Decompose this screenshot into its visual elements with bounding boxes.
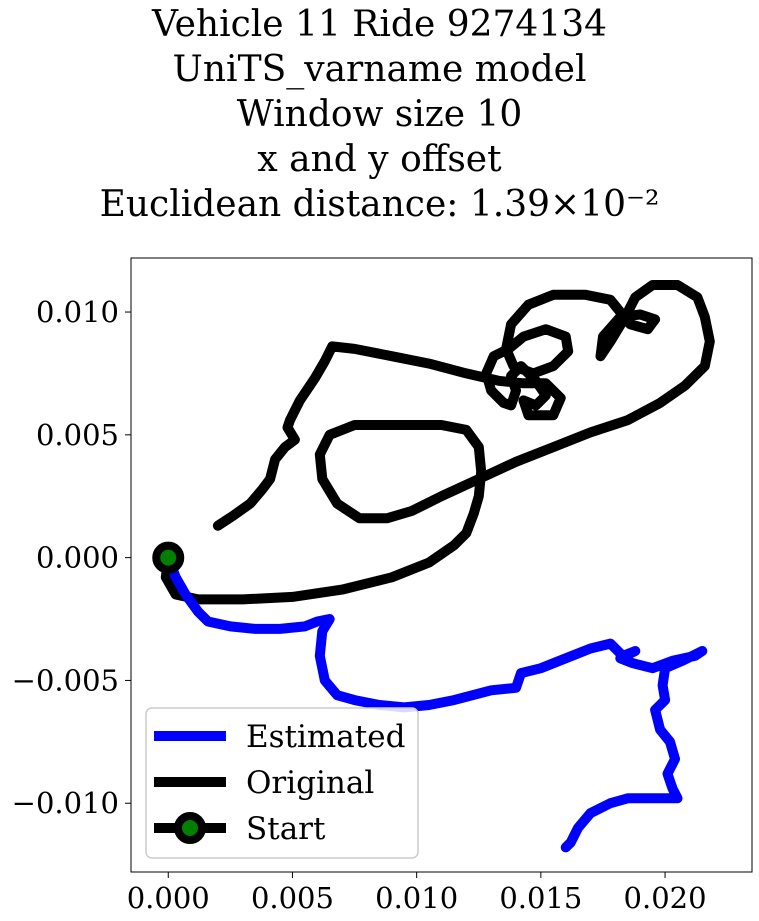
axes: 0.000 0.005 0.010 0.015 0.020 −0.010 −0.005 0.0… bbox=[12, 257, 753, 915]
title-line-vehicle: Vehicle 11 Ride 9274134 bbox=[151, 4, 608, 45]
chart-title: Vehicle 11 Ride 9274134 UniTS_varname mo… bbox=[0, 2, 759, 227]
legend-box bbox=[145, 707, 419, 859]
title-line-window: Window size 10 bbox=[236, 94, 523, 135]
legend-label-estimated: Estimated bbox=[246, 719, 405, 755]
x-tick-label: 0.020 bbox=[624, 881, 707, 915]
y-tick-label: 0.010 bbox=[36, 295, 119, 329]
y-tick-label: −0.005 bbox=[12, 663, 119, 697]
legend: Estimated Original Start bbox=[145, 707, 419, 859]
x-tick-label: 0.010 bbox=[375, 881, 458, 915]
title-line-offset: x and y offset bbox=[257, 139, 502, 180]
legend-start-marker bbox=[174, 812, 206, 844]
series-line-original bbox=[160, 280, 715, 605]
title-line-model: UniTS_varname model bbox=[172, 49, 587, 90]
y-tick-label: −0.010 bbox=[12, 786, 119, 820]
axes-frame bbox=[130, 257, 753, 873]
y-tick-label: 0.005 bbox=[36, 418, 119, 452]
legend-label-start: Start bbox=[246, 811, 326, 847]
legend-label-original: Original bbox=[246, 765, 374, 801]
x-tick-label: 0.005 bbox=[251, 881, 334, 915]
plot-series-group bbox=[152, 280, 715, 853]
start-marker bbox=[152, 541, 185, 574]
series-line-estimated bbox=[163, 552, 708, 853]
y-tick-label: 0.000 bbox=[36, 541, 119, 575]
plot-area bbox=[152, 280, 715, 853]
title-line-distance: Euclidean distance: 1.39×10⁻² bbox=[99, 184, 660, 225]
x-tick-label: 0.015 bbox=[499, 881, 582, 915]
x-tick-label: 0.000 bbox=[127, 881, 210, 915]
